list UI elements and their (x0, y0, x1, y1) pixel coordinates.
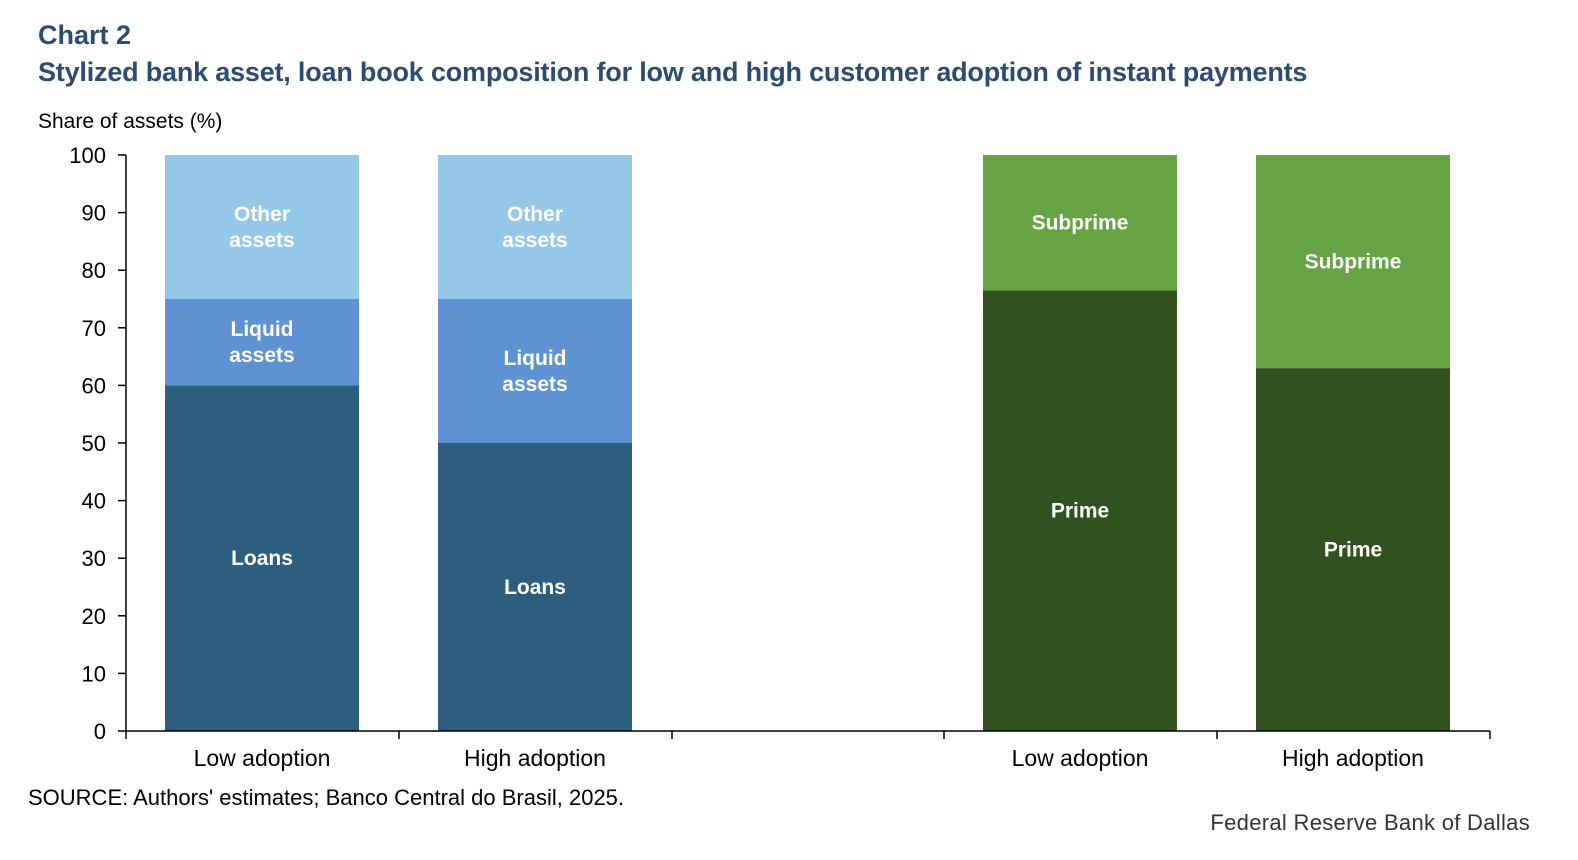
y-tick-label: 50 (82, 431, 106, 456)
y-tick-label: 80 (82, 258, 106, 283)
y-tick-label: 10 (82, 661, 106, 686)
credit-line: Federal Reserve Bank of Dallas (1210, 810, 1530, 835)
y-tick-label: 20 (82, 604, 106, 629)
chart-number: Chart 2 (38, 20, 132, 50)
segment-label: Liquid assets (502, 347, 567, 396)
bar-segment-subprime (983, 155, 1177, 291)
bar-segment-loans (165, 385, 359, 731)
y-tick-label: 30 (82, 546, 106, 571)
segment-label: Other assets (502, 203, 567, 252)
segment-label: Liquid assets (229, 318, 294, 367)
x-tick-label: High adoption (1282, 745, 1424, 771)
source-note: SOURCE: Authors' estimates; Banco Centra… (28, 785, 625, 810)
x-tick-label: Low adoption (1012, 745, 1149, 771)
segment-label: Subprime (1032, 212, 1129, 235)
bar-segment-prime (983, 290, 1177, 731)
bar-segment-loans (438, 443, 632, 731)
segment-label: Loans (504, 576, 566, 599)
bar-segment-liquid-assets (438, 299, 632, 443)
segment-label: Prime (1051, 500, 1109, 523)
y-tick-label: 60 (82, 373, 106, 398)
segment-label: Loans (231, 547, 293, 570)
y-axis-label: Share of assets (%) (38, 110, 223, 133)
bar-segment-prime (1256, 368, 1450, 731)
bar-segment-other-assets (438, 155, 632, 299)
x-tick-label: High adoption (464, 745, 606, 771)
segment-label: Other assets (229, 203, 294, 252)
y-tick-label: 90 (82, 201, 106, 226)
y-tick-label: 70 (82, 316, 106, 341)
segment-label: Subprime (1305, 251, 1402, 274)
y-tick-label: 100 (69, 143, 106, 168)
x-tick-label: Low adoption (194, 745, 331, 771)
segment-label: Prime (1324, 539, 1382, 562)
bar-segment-liquid-assets (165, 299, 359, 386)
chart-title: Stylized bank asset, loan book compositi… (38, 57, 1308, 87)
y-tick-label: 0 (94, 719, 106, 744)
bar-segment-other-assets (165, 155, 359, 299)
bar-segment-subprime (1256, 155, 1450, 369)
y-tick-label: 40 (82, 489, 106, 514)
